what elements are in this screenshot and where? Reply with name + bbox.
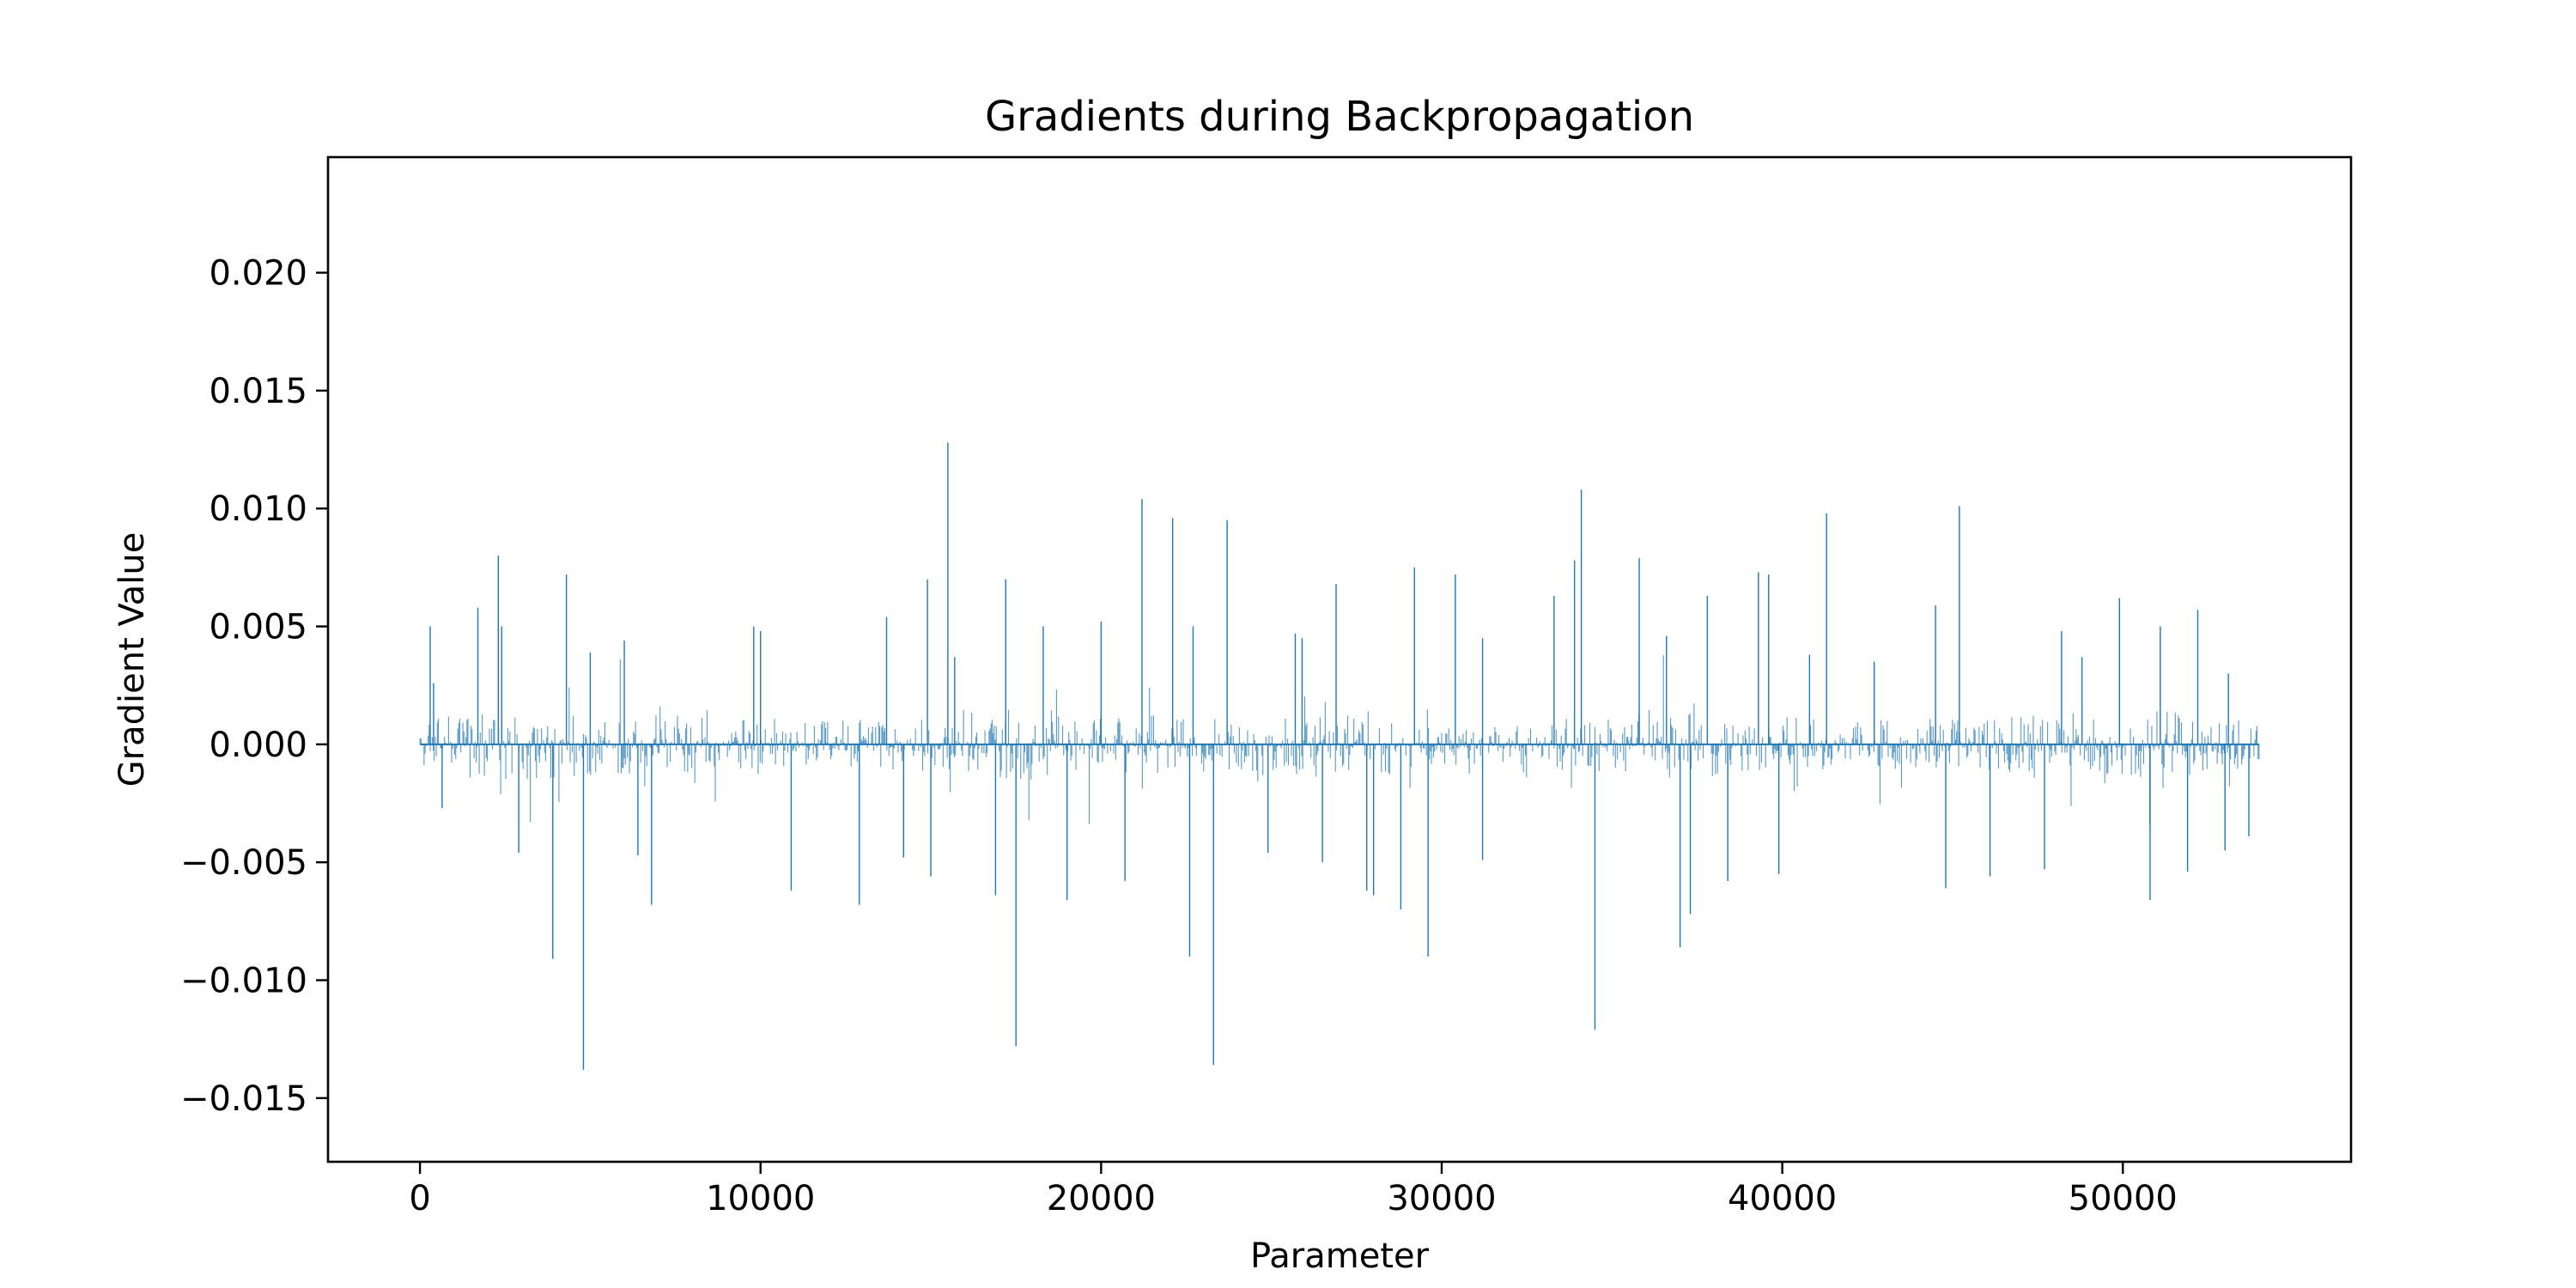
chart-title: Gradients during Backpropagation bbox=[985, 93, 1694, 141]
y-axis: −0.015 −0.010 −0.005 0.000 0.005 0.010 0.015 0.… bbox=[180, 254, 328, 1119]
y-tick-label: −0.015 bbox=[180, 1079, 307, 1119]
x-tick-label: 20000 bbox=[1047, 1179, 1156, 1218]
x-axis: 0 10000 20000 30000 40000 50000 bbox=[409, 1162, 2178, 1218]
x-tick-label: 40000 bbox=[1728, 1179, 1837, 1218]
y-tick-label: 0.015 bbox=[209, 372, 307, 411]
x-tick-label: 0 bbox=[409, 1179, 430, 1218]
bar-series bbox=[419, 442, 2260, 1070]
y-tick-label: −0.010 bbox=[180, 962, 307, 1001]
x-tick-label: 50000 bbox=[2069, 1179, 2178, 1218]
plot-frame bbox=[326, 155, 2353, 1163]
y-tick-label: 0.010 bbox=[209, 489, 307, 529]
y-axis-label: Gradient Value bbox=[112, 532, 152, 787]
y-tick-label: 0.005 bbox=[209, 608, 307, 647]
y-tick-label: −0.005 bbox=[180, 843, 307, 883]
x-axis-label: Parameter bbox=[1250, 1236, 1430, 1276]
x-tick-label: 10000 bbox=[706, 1179, 815, 1218]
y-tick-label: 0.000 bbox=[209, 726, 307, 765]
y-tick-label: 0.020 bbox=[209, 254, 307, 294]
x-tick-label: 30000 bbox=[1387, 1179, 1496, 1218]
